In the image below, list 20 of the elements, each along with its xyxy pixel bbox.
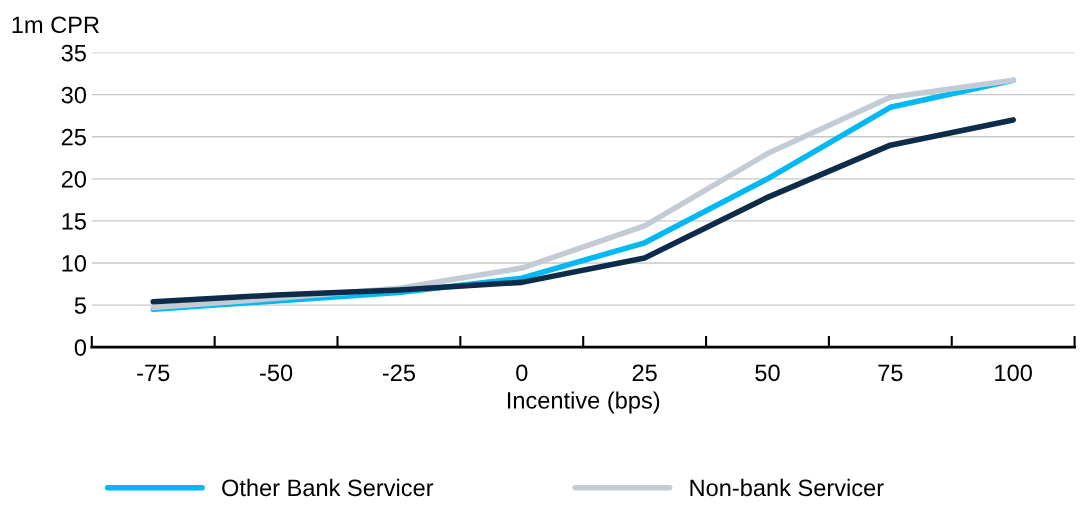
y-tick-label: 0 <box>74 339 87 356</box>
x-axis-title: Incentive (bps) <box>507 391 660 414</box>
y-tick-label: 25 <box>61 128 86 146</box>
x-tick-label: 75 <box>878 364 903 382</box>
legend-label: Other Bank Servicer <box>222 478 434 497</box>
x-tick-label: -50 <box>260 364 293 382</box>
x-tick-label: 100 <box>995 364 1032 382</box>
x-tick-label: 25 <box>632 364 657 382</box>
y-tick-label: 10 <box>62 255 87 272</box>
y-axis-title: 1m CPR <box>12 16 99 34</box>
y-tick-label: 20 <box>61 170 87 188</box>
y-tick-label: 30 <box>61 86 87 104</box>
x-tick-label: 0 <box>516 364 528 382</box>
y-tick-label: 35 <box>61 44 86 62</box>
x-tick-label: -75 <box>137 364 170 382</box>
x-tick-label: -25 <box>382 364 415 382</box>
legend-label: Non-bank Servicer <box>690 478 884 497</box>
y-tick-label: 15 <box>62 213 86 230</box>
x-tick-label: 50 <box>755 364 780 382</box>
y-tick-label: 5 <box>74 297 86 314</box>
